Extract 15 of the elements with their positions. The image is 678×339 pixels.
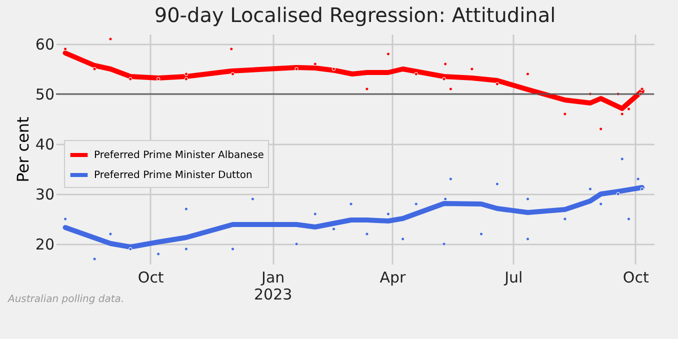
text: Australian polling data. bbox=[7, 294, 124, 305]
y-tick-label: 50 bbox=[35, 86, 54, 104]
y-tick-label: 20 bbox=[35, 236, 54, 254]
chart-title: 90-day Localised Regression: Attitudinal bbox=[154, 3, 556, 27]
x-tick-label: Jan 2023 bbox=[254, 268, 292, 304]
y-tick-label: 40 bbox=[35, 136, 54, 154]
legend-label: Preferred Prime Minister Albanese bbox=[94, 150, 264, 161]
legend-label: Preferred Prime Minister Dutton bbox=[94, 170, 252, 181]
x-tick-label: Oct bbox=[138, 268, 164, 286]
x-tick-label: Apr bbox=[380, 268, 407, 286]
y-tick-label: 60 bbox=[35, 36, 54, 54]
x-tick-label: Jul bbox=[504, 268, 523, 286]
x-tick-label: Oct bbox=[622, 268, 649, 286]
y-axis-title: Per cent bbox=[13, 116, 32, 182]
y-tick-label: 30 bbox=[35, 186, 54, 204]
